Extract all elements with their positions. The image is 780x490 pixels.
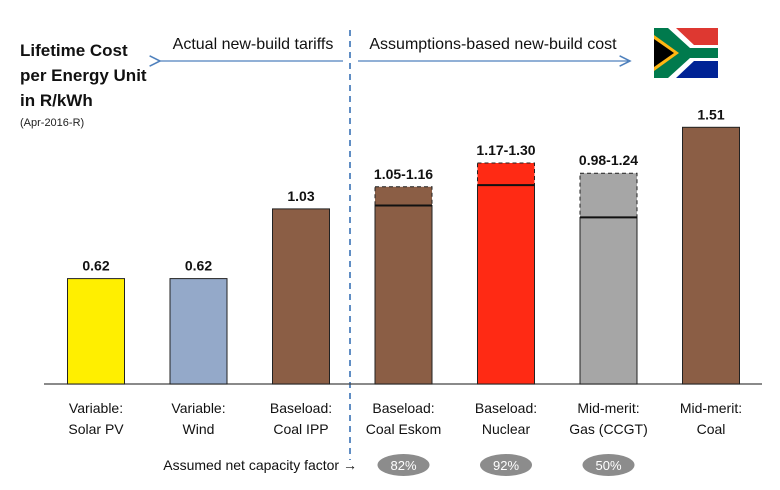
category-label-4-0: Baseload: — [475, 400, 537, 416]
chart-date-note: (Apr-2016-R) — [20, 117, 85, 129]
data-label-2: 1.03 — [287, 188, 314, 204]
bars-layer — [67, 126, 740, 385]
bar-4 — [477, 184, 535, 385]
capacity-badge-text-4: 92% — [493, 458, 519, 473]
bar-0 — [67, 278, 125, 385]
capacity-factor-label: Assumed net capacity factor → — [163, 457, 357, 473]
category-label-3-0: Baseload: — [372, 400, 434, 416]
category-label-5-0: Mid-merit: — [577, 400, 639, 416]
bar-2 — [272, 208, 330, 385]
category-label-1-1: Wind — [183, 421, 215, 437]
capacity-badge-4 — [480, 454, 532, 476]
bar-1 — [169, 278, 228, 385]
header-right-label: Assumptions-based new-build cost — [369, 36, 617, 53]
bar-range-5 — [579, 172, 638, 218]
bar-range-4 — [477, 162, 535, 186]
category-label-1-0: Variable: — [171, 400, 225, 416]
category-labels: Variable: Solar PV Variable: Wind Baseload: C… — [68, 400, 742, 437]
data-label-6: 1.51 — [697, 106, 724, 122]
category-label-2-0: Baseload: — [270, 400, 332, 416]
capacity-badge-3 — [377, 454, 430, 476]
data-label-1: 0.62 — [185, 258, 212, 274]
title-line-2: per Energy Unit — [20, 66, 147, 85]
header-left-label: Actual new-build tariffs — [173, 36, 334, 53]
capacity-badge-text-3: 82% — [390, 458, 416, 473]
data-label-4: 1.17-1.30 — [476, 142, 535, 158]
category-label-4-1: Nuclear — [482, 421, 531, 437]
capacity-factor-badges: 82% 92% 50% — [377, 454, 635, 476]
category-label-5-1: Gas (CCGT) — [569, 421, 648, 437]
capacity-badge-5 — [582, 454, 635, 476]
title-line-1: Lifetime Cost — [20, 41, 128, 60]
capacity-badge-text-5: 50% — [595, 458, 621, 473]
bar-3 — [374, 205, 433, 385]
category-label-0-0: Variable: — [69, 400, 123, 416]
data-label-3: 1.05-1.16 — [374, 166, 433, 182]
category-label-6-1: Coal — [697, 421, 726, 437]
bar-range-3 — [374, 186, 433, 207]
category-label-2-1: Coal IPP — [273, 421, 328, 437]
labels-layer: 0.62 0.62 1.03 1.05-1.16 1.17-1.30 0.98-1.24 1… — [82, 106, 724, 273]
south-africa-flag-icon — [654, 28, 718, 78]
data-label-0: 0.62 — [82, 258, 109, 274]
category-label-3-1: Coal Eskom — [366, 421, 441, 437]
title-line-3: in R/kWh — [20, 91, 93, 110]
bar-5 — [579, 216, 638, 385]
category-label-6-0: Mid-merit: — [680, 400, 742, 416]
data-label-5: 0.98-1.24 — [579, 152, 638, 168]
chart-title: Lifetime Cost per Energy Unit in R/kWh — [20, 38, 180, 113]
category-label-0-1: Solar PV — [68, 421, 124, 437]
bar-6 — [682, 126, 740, 385]
